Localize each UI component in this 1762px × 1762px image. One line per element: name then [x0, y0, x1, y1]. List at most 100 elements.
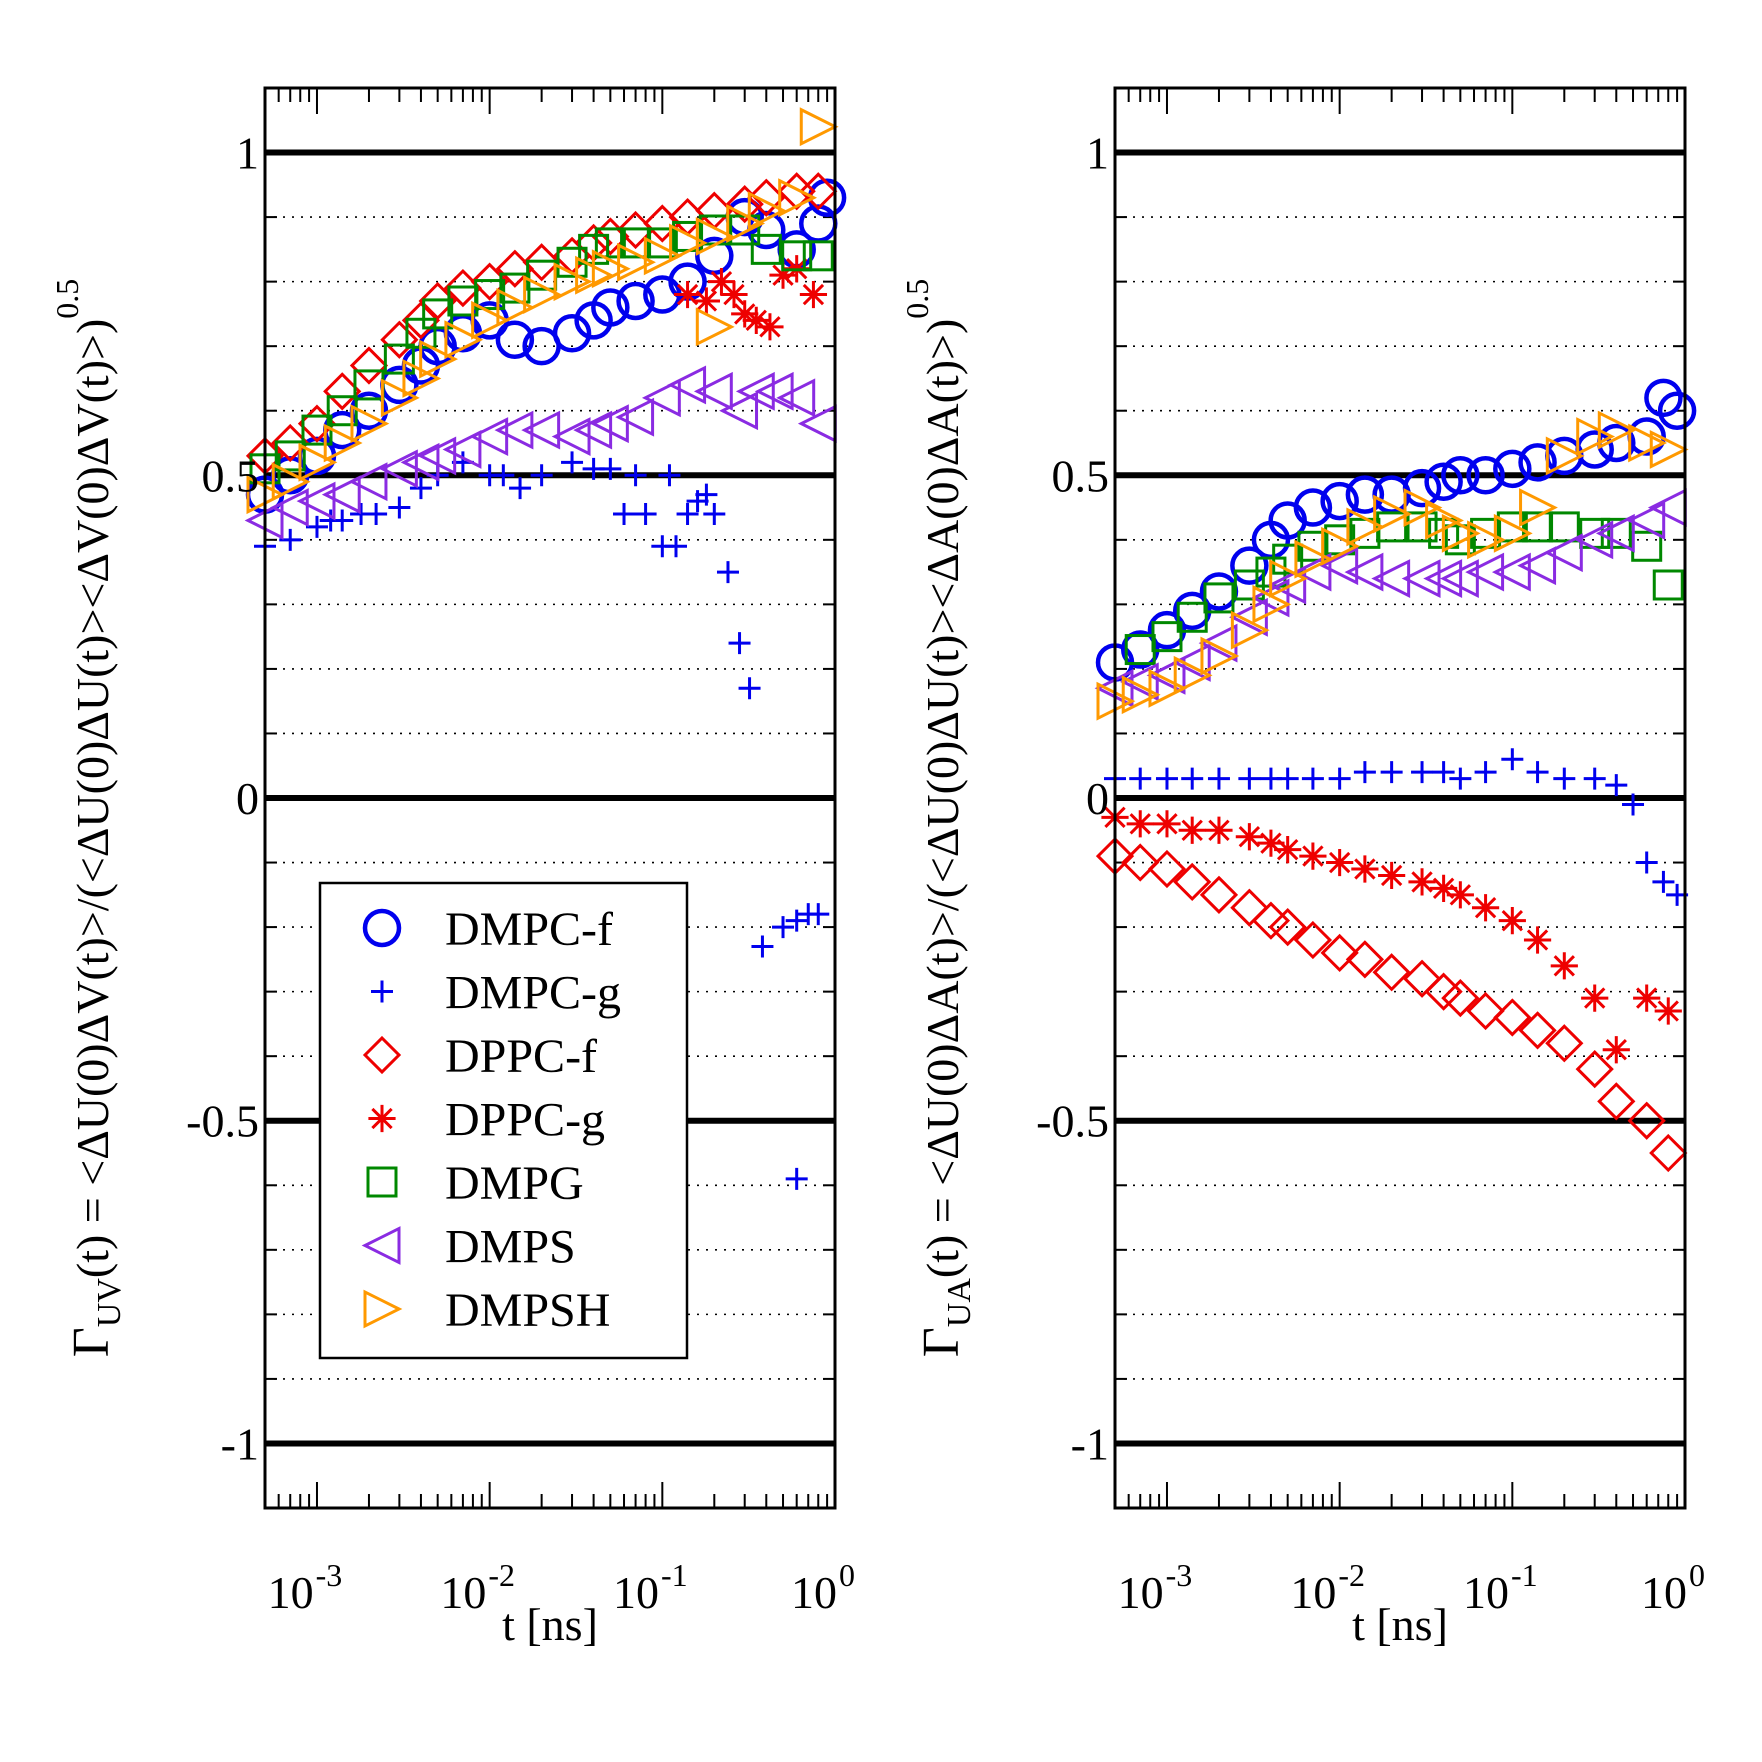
p2-point-dmpc-f	[1466, 456, 1505, 495]
legend-entry-dmpc-f: DMPC-f	[362, 903, 613, 956]
p2-point-dppc-f	[1466, 991, 1505, 1031]
p1-point-dmpsh	[726, 204, 766, 243]
p2-point-dppc-f	[1147, 849, 1187, 889]
legend-marker-dmps	[361, 1226, 401, 1265]
p2-point-dmps	[1344, 552, 1384, 592]
p2-point-dmpc-f	[1441, 456, 1480, 495]
p1-point-dmpc-g	[492, 464, 515, 487]
p2-point-dppc-g	[1153, 810, 1181, 838]
p1-point-dmpc-g	[409, 477, 432, 500]
p2-point-dmps	[1319, 546, 1359, 586]
p2-point-dmpc-f	[1424, 462, 1463, 501]
p2-point-dmps	[1465, 552, 1505, 592]
p1-point-dmpsh	[444, 320, 484, 360]
p2-point-dppc-f	[1518, 1011, 1557, 1050]
p2-point-dmpsh	[1467, 520, 1506, 560]
p1-point-dmps	[400, 442, 440, 482]
p2-point-dppc-g	[1257, 829, 1285, 857]
p2-y-tick-label: 0.5	[1052, 450, 1110, 501]
p1-point-dmpg	[781, 240, 813, 272]
p1-point-dmps	[296, 481, 336, 521]
p1-point-dppc-g	[799, 280, 828, 309]
p2-point-dppc-f	[1402, 959, 1442, 998]
legend-label-dmps: DMPS	[445, 1221, 576, 1274]
p1-point-dmpg	[383, 343, 415, 375]
p1-point-dmpc-g	[772, 916, 795, 939]
p2-point-dmpsh	[1230, 610, 1270, 650]
p2-series-dppc-g	[1101, 803, 1682, 1064]
p2-point-dmpg	[1176, 601, 1208, 633]
p1-series-dmpsh	[246, 107, 839, 515]
legend-marker-dmpc-f	[362, 908, 402, 948]
p1-x-axis-title: t [ns]	[502, 1599, 598, 1650]
p1-point-dmpsh	[643, 236, 683, 276]
p1-point-dmpsh	[778, 178, 818, 218]
p1-point-dmps	[719, 391, 759, 431]
legend-label-dmpc-g: DMPC-g	[445, 967, 621, 1020]
p1-point-dmpc-g	[599, 457, 622, 480]
p2-point-dmpc-g	[1553, 767, 1576, 790]
p2-series-dmpsh	[1096, 410, 1689, 721]
p1-point-dmpc-g	[279, 528, 302, 551]
p2-point-dmpc-g	[1526, 761, 1549, 784]
p2-point-dmpsh	[1346, 507, 1386, 547]
p1-point-dmpc-f	[591, 288, 630, 327]
p2-point-dppc-f	[1649, 1133, 1688, 1173]
p1-y-tick-label: 1	[236, 128, 259, 179]
p1-point-dppc-g	[756, 313, 784, 341]
legend-label-dppc-f: DPPC-f	[445, 1030, 597, 1083]
p2-series-dppc-f	[1095, 836, 1688, 1173]
p1-point-dmps	[589, 404, 629, 444]
p1-point-dmps	[573, 410, 613, 450]
p2-y-tick-label: 0	[1086, 773, 1109, 824]
p2-y-tick-label: 1	[1086, 128, 1109, 179]
p2-point-dmpg	[1203, 582, 1235, 614]
p1-point-dppc-g	[692, 287, 721, 315]
p2-point-dmpsh	[1321, 526, 1361, 566]
panel-left-uv: 1 0.5 0 -0.5 -1 10-3 10-2 10-1 100 t [ns] ΓUV(t) =…	[49, 86, 855, 1650]
p2-point-dmpc-g	[1129, 767, 1152, 790]
p2-point-dppc-f	[1627, 1101, 1666, 1140]
p2-point-dmpc-g	[1181, 767, 1204, 790]
p2-point-dppc-f	[1320, 933, 1359, 973]
p1-point-dmpsh	[617, 242, 656, 282]
legend-marker-dppc-g	[368, 1104, 396, 1133]
p2-point-dmpc-g	[1353, 761, 1376, 784]
p2-point-dmpc-f	[1320, 481, 1359, 521]
p2-point-dmpc-g	[1605, 774, 1628, 797]
legend-marker-dmpc-g	[371, 980, 393, 1003]
p1-point-dmps	[615, 397, 655, 437]
p1-point-dmps	[735, 371, 775, 411]
p2-point-dmps	[1146, 655, 1186, 695]
p2-point-dppc-g	[1378, 861, 1406, 890]
p2-series-dmpc-g	[1104, 748, 1689, 906]
p1-point-dmpc-g	[751, 935, 774, 958]
p2-point-dmpc-g	[1622, 793, 1645, 816]
p2-point-dmpc-f	[1230, 546, 1269, 585]
p2-point-dmpc-f	[1518, 443, 1557, 482]
p2-point-dmpc-g	[1207, 767, 1230, 790]
p2-x-tick-label: 10-3	[1118, 1557, 1193, 1618]
p1-point-dmpc-g	[530, 464, 553, 487]
p1-plot-frame	[263, 86, 837, 1510]
p2-point-dppc-g	[1235, 823, 1263, 851]
legend-label-dppc-g: DPPC-g	[445, 1094, 605, 1147]
legend-entry-dmpsh: DMPSH	[363, 1284, 610, 1337]
p2-point-dppc-f	[1121, 843, 1160, 882]
legend-label-dmpsh: DMPSH	[445, 1284, 610, 1337]
p1-point-dmps	[469, 417, 509, 456]
p2-point-dmpc-g	[1583, 767, 1606, 790]
p2-point-dmpc-g	[1411, 761, 1434, 784]
legend-label-dmpc-f: DMPC-f	[445, 903, 613, 956]
p1-point-dmpc-g	[785, 1167, 808, 1190]
p2-point-dppc-f	[1545, 1024, 1584, 1063]
p2-point-dppc-g	[1633, 984, 1661, 1012]
p1-point-dmps	[269, 488, 309, 527]
p2-point-dmpc-g	[1301, 767, 1324, 790]
p1-point-dmpc-g	[738, 677, 761, 700]
p1-point-dmpg	[646, 227, 678, 259]
p1-point-dmpg	[750, 233, 782, 265]
p1-point-dppc-g	[769, 261, 797, 289]
p2-point-dppc-g	[1408, 868, 1436, 896]
p1-point-dppc-g	[707, 268, 736, 296]
